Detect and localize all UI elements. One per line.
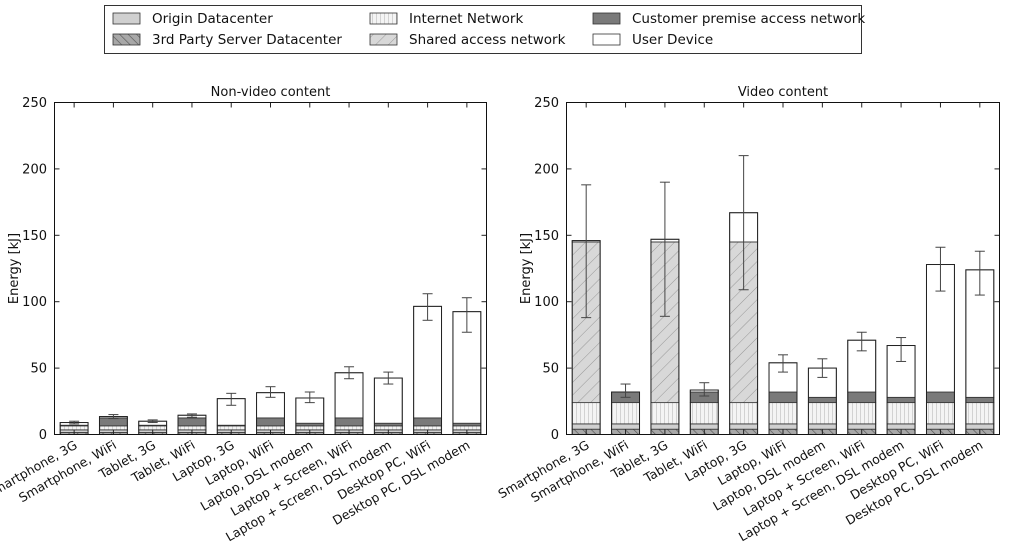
bar-segment-internet: [611, 402, 640, 425]
legend-label-third_party_dc: 3rd Party Server Datacenter: [152, 32, 342, 48]
bar-segment-customer_premise: [99, 417, 128, 427]
bar-segment-internet: [926, 402, 955, 425]
legend-swatch-internet: [369, 12, 398, 25]
bar-segment-internet: [729, 402, 759, 425]
bar-segment-internet: [965, 402, 995, 425]
bar-segment-user_device: [334, 372, 364, 419]
bar-segment-origin_dc: [689, 423, 719, 430]
bar-segment-internet: [256, 425, 285, 431]
bar-segment-customer_premise: [926, 391, 955, 404]
y-tick-label: 0: [39, 428, 47, 443]
legend-label-shared_access: Shared access network: [409, 32, 566, 48]
bar-segment-customer_premise: [807, 396, 837, 404]
bar-segment-internet: [650, 402, 680, 425]
chart-legend: Origin Datacenter 3rd Party Server Datace…: [104, 5, 865, 54]
bar-segment-internet: [295, 425, 325, 431]
chart-panel-non-video: Non-video content Energy [kJ] 0 50 100 150 200…: [0, 85, 487, 544]
y-tick-label: 150: [22, 229, 47, 244]
bar-segment-origin_dc: [650, 423, 680, 430]
y-tick-label: 150: [534, 229, 559, 244]
bar-segment-internet: [689, 402, 719, 425]
y-tick-label: 250: [22, 96, 47, 111]
legend-frame: [104, 5, 862, 54]
chart-title: Non-video content: [211, 85, 331, 100]
y-tick-label: 0: [551, 428, 559, 443]
bar-segment-origin_dc: [768, 423, 798, 430]
legend-label-internet: Internet Network: [409, 11, 523, 27]
bar-segment-customer_premise: [768, 391, 798, 404]
bar-segment-origin_dc: [965, 423, 995, 430]
legend-swatch-user_device: [592, 33, 621, 46]
bar-segment-internet: [768, 402, 798, 425]
bar-segment-internet: [452, 425, 482, 431]
bar-segment-internet: [334, 425, 364, 431]
bar-segment-internet: [177, 425, 207, 431]
legend-label-customer_premise: Customer premise access network: [632, 11, 865, 27]
bar-segment-internet: [571, 402, 601, 425]
bar-segment-origin_dc: [807, 423, 837, 430]
y-tick-label: 200: [22, 162, 47, 177]
bar-segment-internet: [413, 425, 442, 431]
bar-segment-customer_premise: [886, 396, 916, 404]
legend-swatch-third_party_dc: [112, 33, 141, 46]
bar-segment-origin_dc: [611, 423, 640, 430]
bar-segment-customer_premise: [847, 391, 877, 404]
bar-segment-internet: [847, 402, 877, 425]
bar-segment-customer_premise: [177, 417, 207, 427]
bar-segment-customer_premise: [413, 417, 442, 427]
y-tick-label: 200: [534, 162, 559, 177]
bar-segment-user_device: [373, 377, 403, 424]
bar-segment-customer_premise: [334, 417, 364, 427]
bar-segment-internet: [886, 402, 916, 425]
y-tick-label: 50: [542, 362, 559, 377]
y-tick-label: 250: [534, 96, 559, 111]
chart-title: Video content: [738, 85, 828, 100]
bar-segment-customer_premise: [256, 417, 285, 427]
bar-segment-internet: [216, 425, 246, 431]
y-axis-label: Energy [kJ]: [519, 233, 534, 304]
plot-frame: [54, 102, 487, 435]
bar-segment-internet: [138, 425, 168, 431]
bar-segment-internet: [807, 402, 837, 425]
legend-swatch-origin_dc: [112, 12, 141, 25]
bar-segment-origin_dc: [926, 423, 955, 430]
bar-segment-origin_dc: [571, 423, 601, 430]
plot-frame: [566, 102, 1000, 435]
bar-segment-internet: [99, 425, 128, 431]
y-axis-label: Energy [kJ]: [7, 233, 22, 304]
y-tick-label: 100: [534, 295, 559, 310]
bar-segment-origin_dc: [847, 423, 877, 430]
bar-segment-origin_dc: [886, 423, 916, 430]
bar-segment-internet: [59, 425, 89, 431]
bar-segment-user_device: [413, 305, 442, 419]
y-tick-label: 50: [30, 362, 47, 377]
bar-segment-internet: [373, 425, 403, 431]
legend-swatch-shared_access: [369, 33, 398, 46]
legend-swatch-customer_premise: [592, 12, 621, 25]
bar-segment-customer_premise: [965, 396, 995, 404]
y-tick-label: 100: [22, 295, 47, 310]
legend-label-user_device: User Device: [632, 32, 713, 48]
bar-segment-origin_dc: [729, 423, 759, 430]
legend-label-origin_dc: Origin Datacenter: [152, 11, 273, 27]
